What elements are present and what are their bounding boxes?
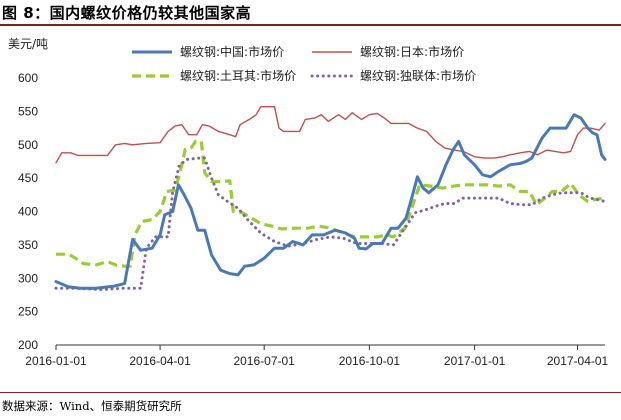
legend-label-3: 螺纹钢:独联体:市场价: [360, 68, 476, 83]
y-tick-label: 300: [18, 271, 38, 285]
series-line-3: [54, 156, 607, 292]
x-tick-label: 2016-10-01: [339, 354, 401, 368]
title-divider: [0, 24, 621, 26]
x-tick-label: 2016-04-01: [129, 354, 191, 368]
data-source-note: 数据来源：Wind、恒泰期货研究所: [2, 399, 182, 413]
legend-label-0: 螺纹钢:中国:市场价: [180, 44, 284, 59]
legend-label-2: 螺纹钢:土耳其:市场价: [180, 68, 296, 83]
y-tick-label: 200: [18, 338, 38, 352]
series-line-1: [55, 105, 606, 164]
series-line-0: [54, 113, 607, 290]
page-title: 图 8：国内螺纹价格仍较其他国家高: [2, 4, 252, 22]
x-tick-label: 2016-01-01: [25, 354, 87, 368]
source-divider: [0, 392, 621, 393]
legend-label-1: 螺纹钢:日本:市场价: [360, 44, 464, 59]
y-axis-unit-label: 美元/吨: [8, 37, 48, 51]
line-chart: 美元/吨 200 250 300 350 400 450 500 550 600 2016-01…: [8, 37, 609, 368]
y-axis-ticks: 200 250 300 350 400 450 500 550 600: [18, 71, 38, 352]
series-lines: [54, 105, 607, 292]
y-tick-label: 350: [18, 238, 38, 252]
x-axis: 2016-01-01 2016-04-01 2016-07-01 2016-10-01…: [25, 344, 609, 368]
y-tick-label: 500: [18, 138, 38, 152]
y-tick-label: 450: [18, 171, 38, 185]
x-tick-label: 2017-04-01: [547, 354, 609, 368]
y-tick-label: 250: [18, 305, 38, 319]
series-line-2: [56, 139, 606, 268]
x-tick-label: 2017-01-01: [444, 354, 506, 368]
y-tick-label: 400: [18, 205, 38, 219]
y-tick-label: 600: [18, 71, 38, 85]
x-tick-label: 2016-07-01: [233, 354, 295, 368]
y-tick-label: 550: [18, 104, 38, 118]
